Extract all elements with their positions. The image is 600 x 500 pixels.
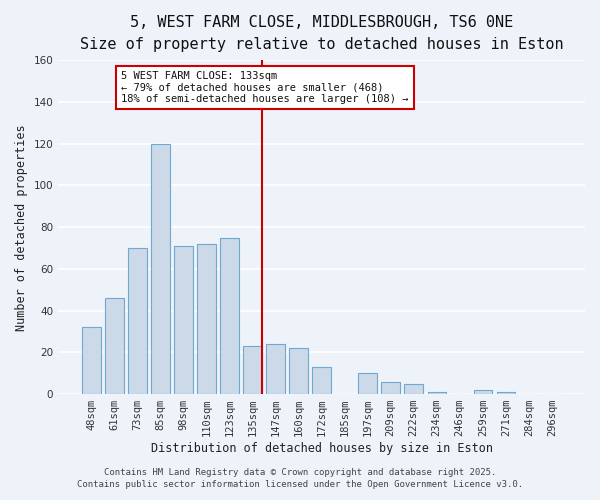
Bar — [128, 248, 146, 394]
Bar — [313, 367, 331, 394]
Bar — [82, 328, 101, 394]
Bar — [428, 392, 446, 394]
Y-axis label: Number of detached properties: Number of detached properties — [15, 124, 28, 330]
Bar — [404, 384, 423, 394]
Bar — [151, 144, 170, 394]
Bar — [497, 392, 515, 394]
Bar — [382, 382, 400, 394]
Bar — [266, 344, 285, 394]
X-axis label: Distribution of detached houses by size in Eston: Distribution of detached houses by size … — [151, 442, 493, 455]
Bar — [358, 373, 377, 394]
Bar — [220, 238, 239, 394]
Bar — [289, 348, 308, 394]
Title: 5, WEST FARM CLOSE, MIDDLESBROUGH, TS6 0NE
Size of property relative to detached: 5, WEST FARM CLOSE, MIDDLESBROUGH, TS6 0… — [80, 15, 563, 52]
Bar — [473, 390, 492, 394]
Bar — [105, 298, 124, 394]
Bar — [174, 246, 193, 394]
Text: Contains HM Land Registry data © Crown copyright and database right 2025.
Contai: Contains HM Land Registry data © Crown c… — [77, 468, 523, 489]
Bar — [197, 244, 215, 394]
Text: 5 WEST FARM CLOSE: 133sqm
← 79% of detached houses are smaller (468)
18% of semi: 5 WEST FARM CLOSE: 133sqm ← 79% of detac… — [121, 70, 409, 104]
Bar — [243, 346, 262, 394]
